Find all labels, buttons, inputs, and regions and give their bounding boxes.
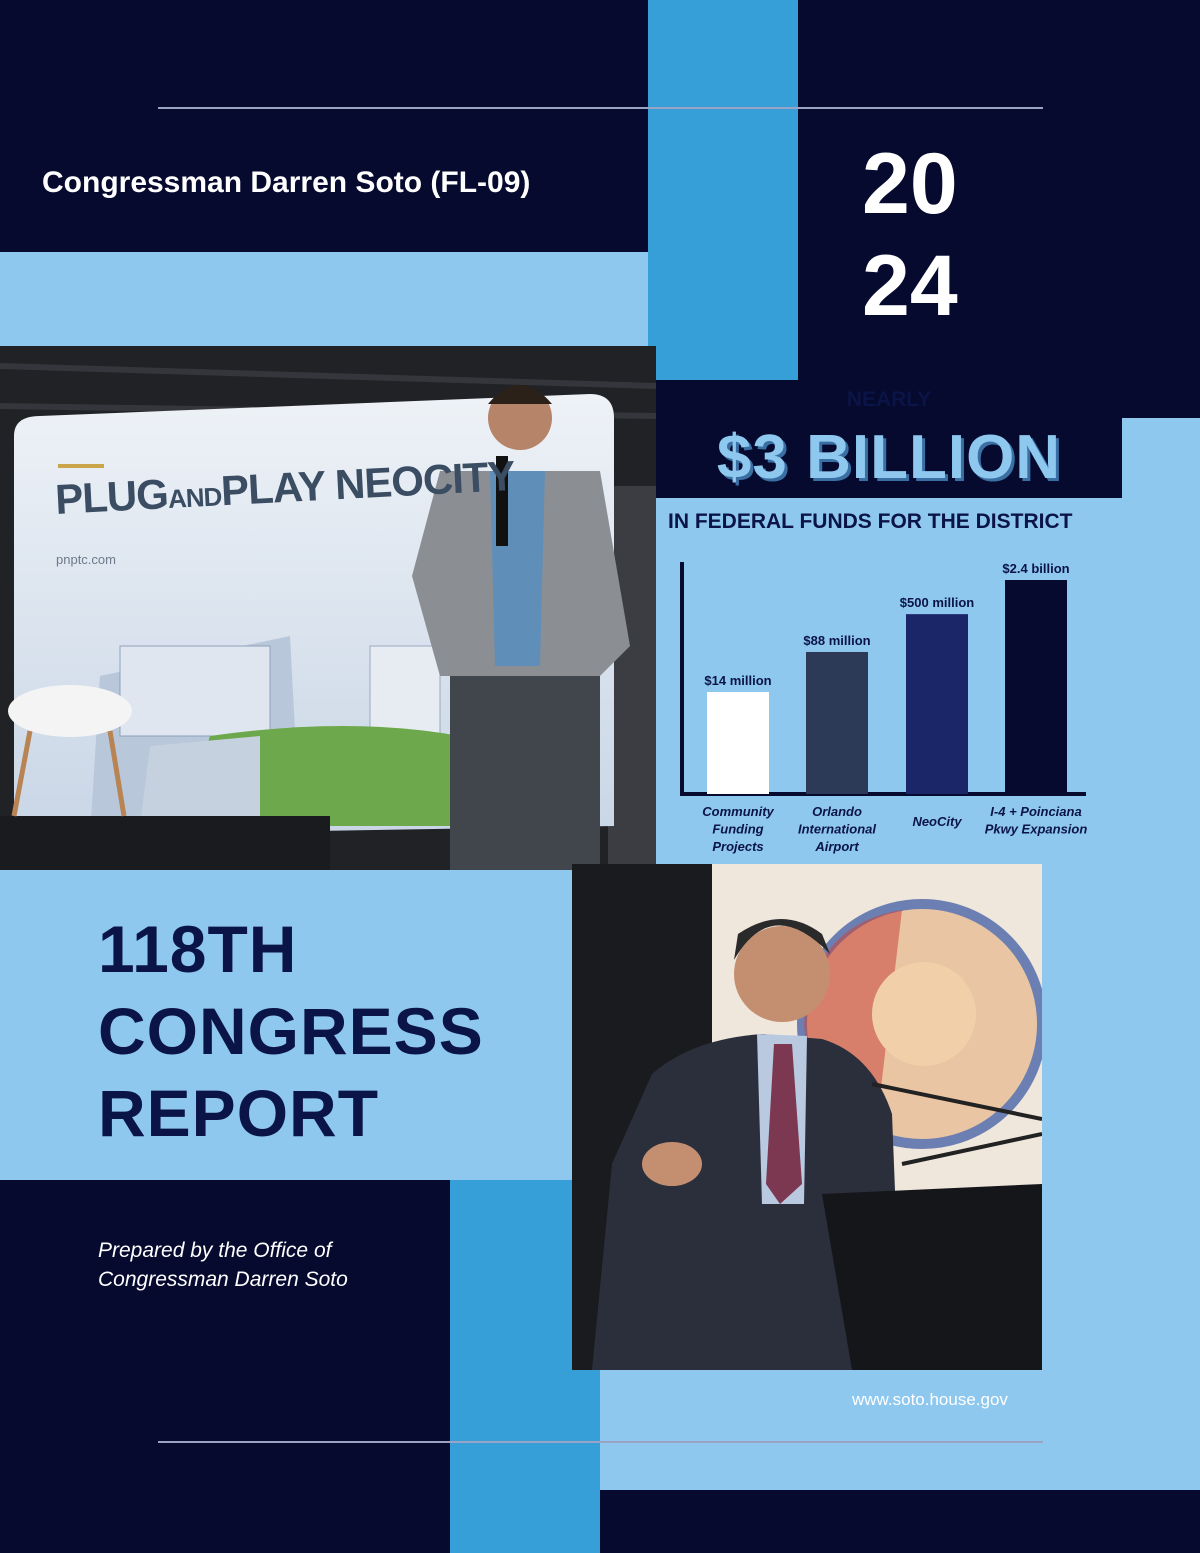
light-band-top [0,252,648,348]
podium-photo [572,864,1042,1370]
category-label-2-2: International [798,822,876,837]
report-title-line-3: REPORT [98,1076,380,1150]
headline-box: $3 BILLION [656,418,1122,498]
stage-photo: PLUGANDPLAY NEOCITY pnptc.com [0,346,656,870]
category-label-3-1: NeoCity [912,814,962,829]
report-title: 118TH CONGRESS REPORT [98,908,484,1154]
podium-photo-art [572,864,1042,1370]
bar-4 [1005,580,1067,794]
report-title-line-1: 118TH [98,912,298,986]
year-top: 20 [862,136,958,232]
backdrop-url: pnptc.com [56,552,116,567]
prepared-by: Prepared by the Office of Congressman Da… [98,1236,348,1294]
stage-photo-art [0,346,656,870]
funding-subhead: IN FEDERAL FUNDS FOR THE DISTRICT [668,510,1073,533]
light-band-middle [0,868,576,1180]
bar-2 [806,651,868,794]
category-label-4-2: Pkwy Expansion [985,822,1088,837]
category-label-2-1: Orlando [812,804,862,819]
accent-column-top [648,0,798,380]
funding-kicker: NEARLY [846,388,932,411]
category-label-1-1: Community [702,804,774,819]
bar-value-label-2: $88 million [803,633,870,648]
backdrop-title-plug: PLUG [54,470,169,523]
bar-value-label-4: $2.4 billion [1002,561,1069,576]
prepared-by-line-1: Prepared by the Office of [98,1239,332,1262]
bar-value-label-3: $500 million [900,595,974,610]
funding-headline: $3 BILLION [716,423,1062,492]
year-bottom: 24 [862,238,958,334]
category-label-4-1: I-4 + Poinciana [990,804,1081,819]
category-label-2-3: Airport [814,839,859,854]
website-link[interactable]: www.soto.house.gov [852,1390,1008,1409]
funding-bar-chart: $14 million Community Funding Projects $88 m… [680,561,1088,854]
bottom-rule [158,1441,1043,1443]
bar-value-label-1: $14 million [704,673,771,688]
congressman-line: Congressman Darren Soto (FL-09) [42,166,531,199]
bar-3 [906,614,968,794]
bar-1 [707,692,769,794]
backdrop-title-and: AND [167,481,223,515]
light-block-bottom [600,1370,1200,1490]
backdrop-accent-line [58,464,104,468]
top-rule [158,107,1043,109]
category-label-1-2: Funding [712,822,763,837]
category-label-1-3: Projects [712,839,763,854]
report-title-line-2: CONGRESS [98,994,484,1068]
prepared-by-line-2: Congressman Darren Soto [98,1268,348,1291]
